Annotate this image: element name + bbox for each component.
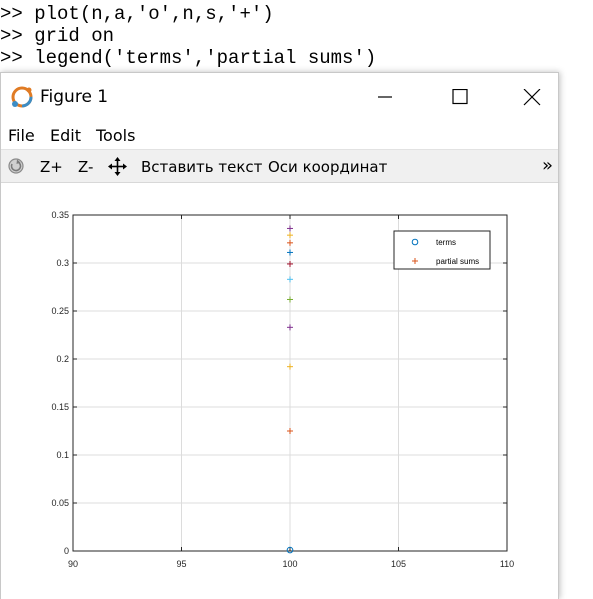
y-tick-label: 0.05 — [51, 498, 69, 508]
y-tick-label: 0.25 — [51, 306, 69, 316]
y-tick-label: 0.15 — [51, 402, 69, 412]
chart: 90 95 100 105 110 0 0.05 0.1 0.15 0.2 0.25 0.3 0.35 t… — [51, 210, 514, 569]
y-tick-label: 0.1 — [56, 450, 69, 460]
console-line: >> plot(n,a,'o',n,s,'+') — [0, 3, 274, 25]
partial-sums-point — [287, 296, 293, 303]
zoom-in-button[interactable]: Z+ — [40, 158, 63, 176]
x-tick-label: 90 — [68, 559, 78, 569]
x-tick-label: 110 — [500, 559, 514, 569]
command-window[interactable]: >> plot(n,a,'o',n,s,'+') >> grid on >> l… — [0, 0, 593, 80]
legend-box — [393, 230, 491, 270]
y-tick-label: 0 — [64, 546, 69, 556]
window-title: Figure 1 — [40, 87, 109, 107]
maximize-button[interactable] — [437, 73, 483, 121]
maximize-icon — [452, 89, 468, 105]
partial-sums-point — [287, 363, 293, 370]
insert-text-button[interactable]: Вставить текст — [141, 158, 263, 176]
minimize-button[interactable] — [362, 73, 408, 121]
console-line: >> grid on — [0, 25, 115, 47]
partial-sums-point — [287, 428, 293, 434]
octave-logo-icon — [11, 86, 33, 108]
terms-point — [286, 546, 294, 554]
title-bar[interactable]: Figure 1 — [1, 73, 558, 121]
figure-toolbar: Z+ Z- Вставить текст Оси координат » — [1, 149, 558, 183]
x-tick-label: 100 — [282, 559, 297, 569]
plot-canvas[interactable]: 90 95 100 105 110 0 0.05 0.1 0.15 0.2 0.25 0.3 0.35 t… — [1, 183, 558, 599]
x-tick-label: 95 — [176, 559, 186, 569]
zoom-out-button[interactable]: Z- — [78, 158, 94, 176]
y-tick-label: 0.2 — [56, 354, 69, 364]
menu-tools[interactable]: Tools — [96, 126, 136, 145]
rotate-icon[interactable] — [7, 157, 25, 175]
partial-sums-point — [287, 239, 293, 246]
y-tick-label: 0.3 — [56, 258, 69, 268]
menu-edit[interactable]: Edit — [50, 126, 81, 145]
axes-button[interactable]: Оси координат — [268, 158, 388, 176]
pan-icon[interactable] — [108, 157, 127, 176]
axes-box — [72, 214, 508, 552]
close-button[interactable] — [509, 73, 555, 121]
partial-sums-point — [287, 324, 293, 331]
minimize-icon — [378, 96, 392, 98]
partial-sums-point — [287, 276, 293, 283]
legend-marker-terms — [411, 238, 419, 246]
x-tick-label: 105 — [391, 559, 406, 569]
figure-window[interactable]: Figure 1 File Edit Tools Z+ — [0, 72, 559, 599]
console-line: >> legend('terms','partial sums') — [0, 47, 377, 69]
toolbar-overflow-button[interactable]: » — [542, 155, 554, 176]
partial-sums-point — [287, 260, 293, 267]
legend-marker-partial-sums — [412, 258, 418, 264]
partial-sums-point — [287, 232, 293, 239]
partial-sums-point — [287, 249, 293, 256]
y-tick-label: 0.35 — [51, 210, 69, 220]
close-icon — [523, 89, 541, 106]
partial-sums-point — [287, 225, 293, 232]
legend-label: partial sums — [436, 257, 479, 266]
legend-label: terms — [436, 238, 456, 247]
menu-bar: File Edit Tools — [1, 121, 558, 149]
menu-file[interactable]: File — [8, 126, 35, 145]
